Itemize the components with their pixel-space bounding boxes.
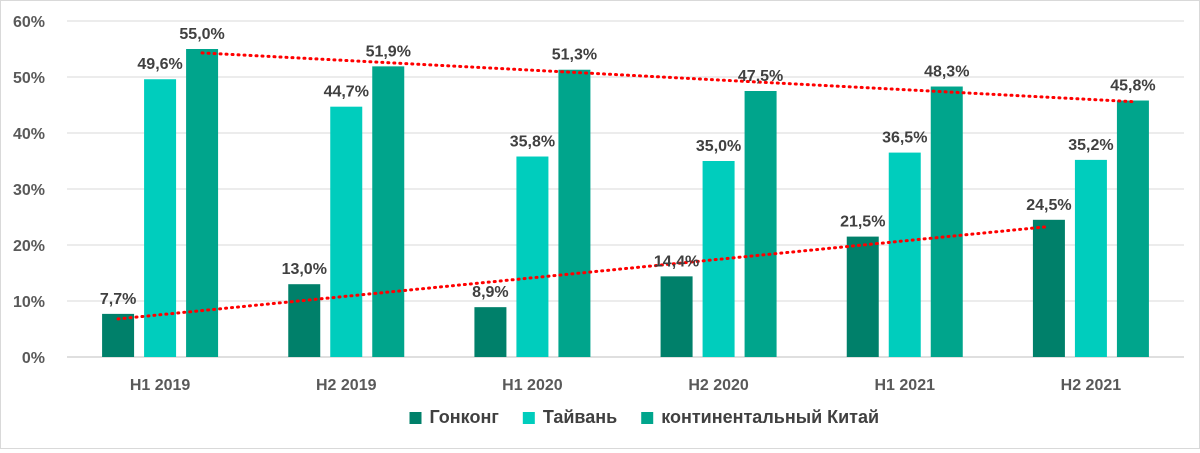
data-label: 7,7% [100, 291, 136, 308]
data-label: 24,5% [1026, 197, 1071, 214]
x-tick-label: H2 2021 [1061, 377, 1122, 394]
x-tick-label: H1 2019 [130, 377, 191, 394]
y-tick-label: 0% [22, 350, 45, 367]
y-tick-label: 20% [13, 238, 45, 255]
legend-label: Гонконг [430, 407, 500, 427]
data-label: 36,5% [882, 130, 927, 147]
y-tick-label: 40% [13, 126, 45, 143]
data-label: 35,8% [510, 134, 555, 151]
y-tick-label: 50% [13, 70, 45, 87]
x-tick-label: H1 2020 [502, 377, 563, 394]
data-label: 55,0% [179, 26, 224, 43]
bar [516, 156, 549, 357]
bars [102, 49, 1149, 358]
bar [702, 161, 735, 357]
trendlines [116, 51, 1135, 321]
x-tick-label: H1 2021 [875, 377, 936, 394]
bar [1116, 100, 1149, 358]
bar [744, 91, 777, 357]
data-label: 35,2% [1068, 137, 1113, 154]
bar [558, 69, 591, 357]
bar [1074, 159, 1107, 357]
legend-swatch [522, 412, 535, 424]
bar [888, 152, 921, 357]
data-label: 35,0% [696, 138, 741, 155]
bar [186, 49, 219, 357]
y-axis-ticks: 0% 10% 20% 30% 40% 50% 60% [13, 14, 45, 367]
data-label: 13,0% [282, 261, 327, 278]
bar [330, 106, 363, 358]
bar [144, 79, 177, 358]
legend: Гонконг Тайвань континентальный Китай [409, 407, 879, 427]
legend-swatch [641, 412, 654, 424]
data-label: 44,7% [324, 84, 369, 101]
data-label: 14,4% [654, 253, 699, 270]
y-tick-label: 10% [13, 294, 45, 311]
y-tick-label: 60% [13, 14, 45, 31]
bar [474, 307, 507, 357]
trendline [200, 51, 1135, 104]
data-label: 49,6% [137, 56, 182, 73]
bar [372, 66, 405, 358]
bar [1032, 219, 1065, 357]
data-label: 51,9% [366, 43, 411, 60]
data-label: 45,8% [1110, 78, 1155, 95]
y-tick-label: 30% [13, 182, 45, 199]
bar [846, 236, 879, 357]
bar [288, 284, 321, 357]
data-label: 51,3% [552, 47, 597, 64]
data-label: 21,5% [840, 214, 885, 231]
legend-swatch [409, 412, 422, 424]
data-labels: 7,7% 49,6% 55,0% 13,0% 44,7% 51,9% 8,9% 35,8% 51… [100, 26, 1156, 308]
legend-label: Тайвань [543, 407, 617, 427]
data-label: 8,9% [472, 284, 508, 301]
bar [102, 313, 135, 357]
bar [660, 276, 693, 357]
data-label: 47,5% [738, 68, 783, 85]
data-label: 48,3% [924, 64, 969, 81]
x-tick-label: H2 2019 [316, 377, 377, 394]
gridlines [67, 20, 1184, 358]
trendline [116, 225, 1051, 321]
x-tick-label: H2 2020 [688, 377, 749, 394]
x-axis-ticks: H1 2019 H2 2019 H1 2020 H2 2020 H1 2021 H2 20… [130, 377, 1121, 394]
bar [930, 86, 963, 358]
legend-label: континентальный Китай [661, 407, 879, 427]
